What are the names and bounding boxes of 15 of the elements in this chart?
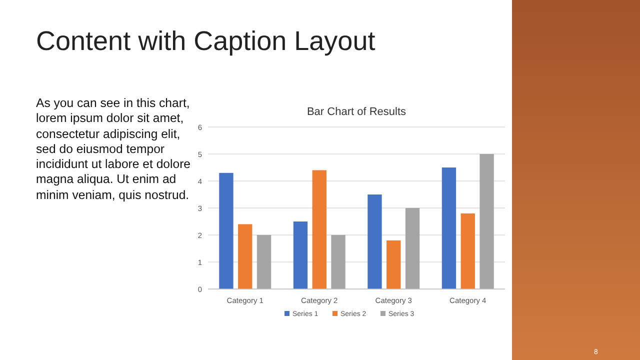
bar xyxy=(256,235,272,289)
bar xyxy=(312,170,326,289)
bar xyxy=(368,194,382,289)
bar xyxy=(480,154,494,289)
bar xyxy=(460,213,475,289)
text: Content with Caption Layout xyxy=(36,26,376,56)
bar xyxy=(238,224,252,289)
bar xyxy=(331,235,346,289)
chart-title: Bar Chart of Results xyxy=(306,106,407,118)
bar xyxy=(219,172,234,289)
text: As you can see in this chart, lorem ipsum dolor sit amet, consectetur adipiscing elit, sed do eiusmod tempor incididunt ut labore et dolore magna aliqua. Ut enim ad minim veniam, quis nostrud. xyxy=(36,96,192,204)
bar xyxy=(405,208,420,289)
bar xyxy=(386,240,401,289)
bar xyxy=(442,168,456,289)
bar xyxy=(293,222,308,289)
